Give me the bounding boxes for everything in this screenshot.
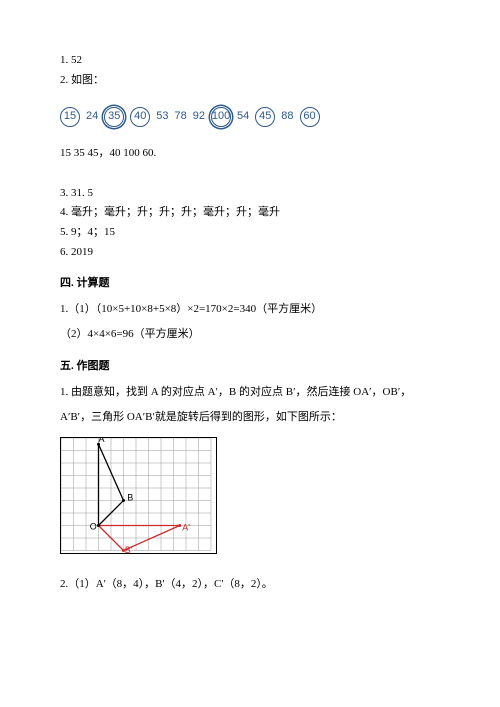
number-row: 15 24 35 40 53 78 92 100 54 45 88 60 [60, 107, 440, 127]
answer-6: 6. 2019 [60, 244, 440, 262]
circled-number: 15 [60, 107, 80, 127]
draw-2: 2.（1）A'（8，4），B'（4，2），C'（8，2）。 [60, 576, 440, 594]
svg-text:B': B' [125, 545, 133, 553]
plain-number: 53 [156, 108, 168, 126]
answer-1: 1. 52 [60, 52, 440, 70]
calc-1-2: （2）4×4×6=96（平方厘米） [60, 326, 440, 344]
circled-number: 40 [130, 107, 150, 127]
answer-3: 3. 31. 5 [60, 185, 440, 203]
answer-5: 5. 9；4；15 [60, 224, 440, 242]
page-content: 1. 52 2. 如图： 15 24 35 40 53 78 92 100 54 45 88 60 1… [0, 0, 500, 625]
circled-number: 60 [300, 107, 320, 127]
draw-1-line1: 1. 由题意知，找到 A 的对应点 A′，B 的对应点 B′，然后连接 OA′，… [60, 384, 440, 402]
circled-number: 35 [104, 107, 124, 127]
draw-1-line2: A′B′，三角形 OA′B′就是旋转后得到的图形，如下图所示： [60, 409, 440, 427]
plain-number: 24 [86, 108, 98, 126]
rotation-figure: A B O A' B' [60, 437, 217, 554]
plain-number: 78 [175, 108, 187, 126]
calc-1-1: 1.（1）（10×5+10×8+5×8）×2=170×2=340（平方厘米） [60, 301, 440, 319]
svg-text:B: B [127, 492, 133, 502]
answer-block: 3. 31. 5 4. 毫升；毫升；升；升；升；毫升；升；毫升 5. 9；4；1… [60, 185, 440, 261]
circled-number: 45 [255, 107, 275, 127]
answer-4: 4. 毫升；毫升；升；升；升；毫升；升；毫升 [60, 204, 440, 222]
rotation-svg: A B O A' B' [61, 438, 216, 553]
svg-text:O: O [90, 521, 97, 531]
plain-number: 88 [281, 108, 293, 126]
answer-2-summary: 15 35 45，40 100 60. [60, 145, 440, 163]
svg-text:A: A [99, 438, 105, 444]
plain-number: 54 [237, 108, 249, 126]
plain-number: 92 [193, 108, 205, 126]
circled-number: 100 [211, 107, 231, 127]
section-4-title: 四. 计算题 [60, 275, 440, 293]
answer-2: 2. 如图： [60, 72, 440, 90]
svg-text:A': A' [182, 522, 190, 532]
section-5-title: 五. 作图题 [60, 358, 440, 376]
